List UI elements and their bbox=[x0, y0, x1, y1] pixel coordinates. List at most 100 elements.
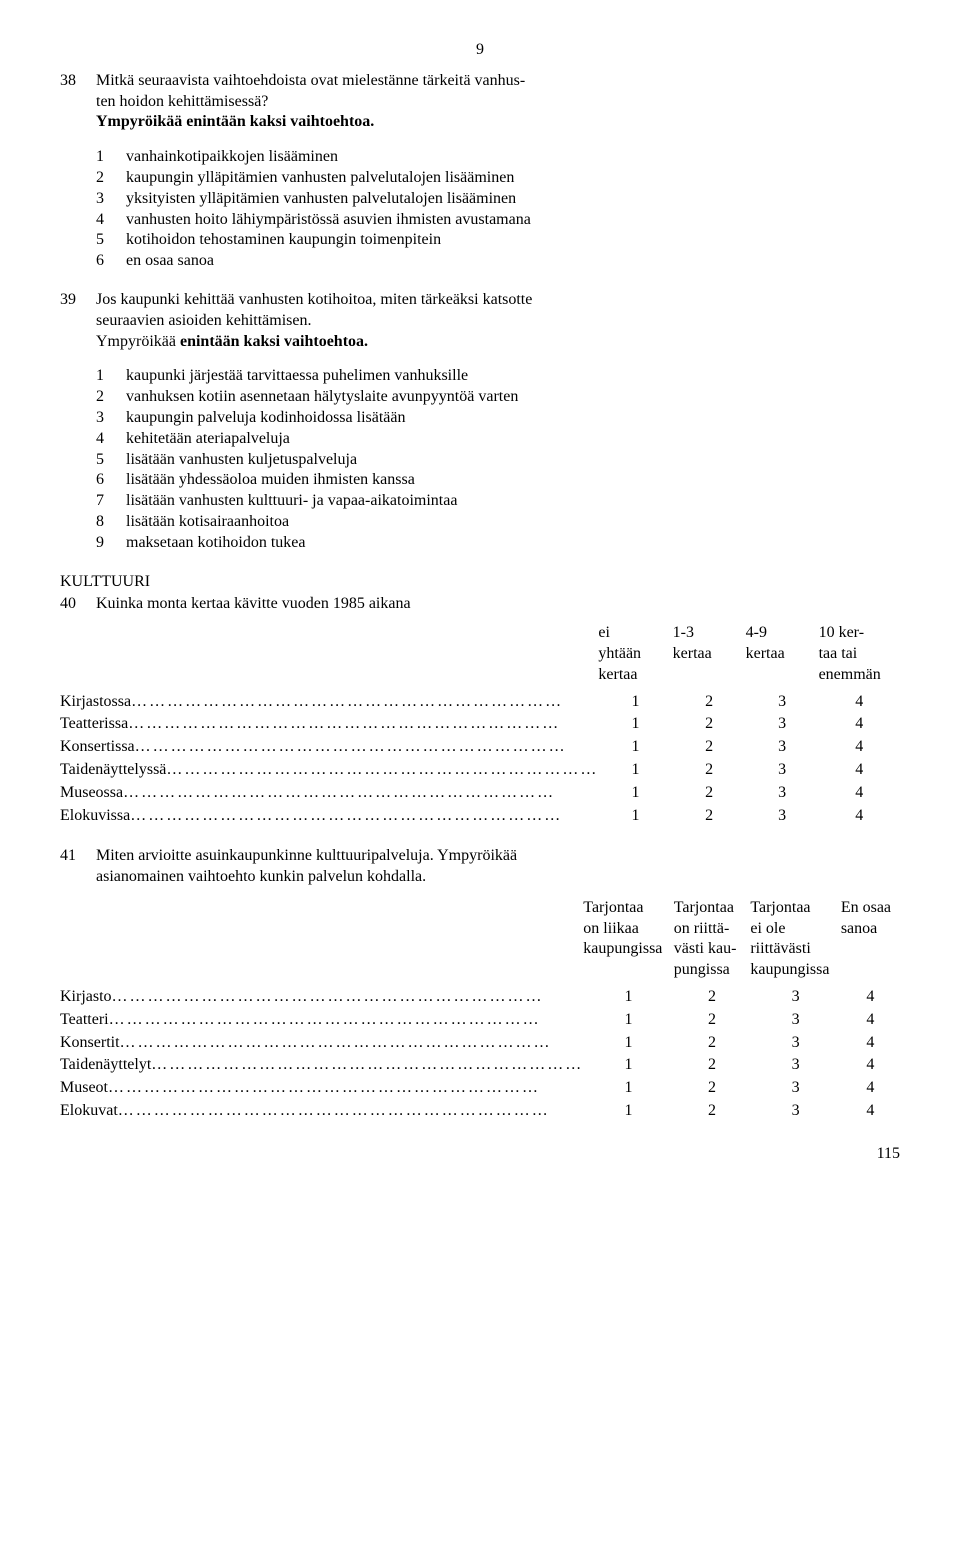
q41-line1: Miten arvioitte asuinkaupunkinne kulttuu… bbox=[96, 847, 517, 864]
q39-opt-num: 4 bbox=[96, 429, 126, 450]
dots bbox=[109, 1011, 541, 1028]
table-row: Teatterissa 1 2 3 4 bbox=[60, 714, 900, 737]
q39-text: Jos kaupunki kehittää vanhusten kotihoit… bbox=[96, 290, 900, 352]
q41-cell: 1 bbox=[583, 1010, 673, 1033]
q41-hdr-blank bbox=[60, 898, 583, 987]
q40-cell: 1 bbox=[598, 714, 672, 737]
q41-hdr-3: Tarjontaaei oleriittävästikaupungissa bbox=[750, 898, 840, 987]
q38-number: 38 bbox=[60, 71, 96, 133]
table-row: Elokuvissa 1 2 3 4 bbox=[60, 806, 900, 829]
q38-opt-num: 6 bbox=[96, 251, 126, 272]
q40-cell: 4 bbox=[819, 692, 900, 715]
q41-row-label: Museot bbox=[60, 1079, 108, 1096]
q41-cell: 2 bbox=[674, 1078, 751, 1101]
dots bbox=[135, 738, 567, 755]
table-row: Taidenäyttelyssä 1 2 3 4 bbox=[60, 760, 900, 783]
q39-opt-text: kaupungin palveluja kodinhoidossa lisätä… bbox=[126, 408, 406, 429]
q39-opt-text: kaupunki järjestää tarvittaessa puhelime… bbox=[126, 366, 468, 387]
q40-cell: 1 bbox=[598, 737, 672, 760]
q40-row-label: Teatterissa bbox=[60, 715, 128, 732]
q41-cell: 1 bbox=[583, 1101, 673, 1124]
q39-opt-text: lisätään kotisairaanhoitoa bbox=[126, 512, 289, 533]
q41-cell: 3 bbox=[750, 1010, 840, 1033]
footer-page-number: 115 bbox=[60, 1144, 900, 1165]
q40-cell: 1 bbox=[598, 692, 672, 715]
q39-opt-num: 8 bbox=[96, 512, 126, 533]
q39-opt-text: maksetaan kotihoidon tukea bbox=[126, 533, 306, 554]
q38-opt-num: 3 bbox=[96, 189, 126, 210]
q39-opt-num: 5 bbox=[96, 450, 126, 471]
q41-cell: 2 bbox=[674, 1101, 751, 1124]
q38-line1: Mitkä seuraavista vaihtoehdoista ovat mi… bbox=[96, 72, 525, 89]
q41-row-label: Teatteri bbox=[60, 1011, 109, 1028]
q41-hdr-2: Tarjontaaon riittä-västi kau-pungissa bbox=[674, 898, 751, 987]
q41-cell: 1 bbox=[583, 987, 673, 1010]
q41-cell: 1 bbox=[583, 1055, 673, 1078]
q41-cell: 4 bbox=[841, 1101, 900, 1124]
q41-hdr-1: Tarjontaaon liikaakaupungissa bbox=[583, 898, 673, 987]
q41-table: Tarjontaaon liikaakaupungissa Tarjontaao… bbox=[60, 898, 900, 1124]
q40-cell: 3 bbox=[746, 760, 819, 783]
q39-opt-num: 9 bbox=[96, 533, 126, 554]
q40-hdr-blank bbox=[60, 623, 598, 691]
q39-opt-text: lisätään vanhusten kuljetuspalveluja bbox=[126, 450, 357, 471]
q38-opt-num: 2 bbox=[96, 168, 126, 189]
q40-cell: 4 bbox=[819, 783, 900, 806]
q41-cell: 4 bbox=[841, 1078, 900, 1101]
q41-text: Miten arvioitte asuinkaupunkinne kulttuu… bbox=[96, 846, 900, 888]
dots bbox=[123, 784, 555, 801]
q40-cell: 3 bbox=[746, 806, 819, 829]
q38-line2: ten hoidon kehittämisessä? bbox=[96, 93, 268, 110]
q39-opt-text: kehitetään ateriapalveluja bbox=[126, 429, 290, 450]
q40-text: Kuinka monta kertaa kävitte vuoden 1985 … bbox=[96, 594, 900, 615]
q41-hdr-4: En osaasanoa bbox=[841, 898, 900, 987]
q38-opt-num: 4 bbox=[96, 210, 126, 231]
q41-cell: 3 bbox=[750, 1078, 840, 1101]
q40-cell: 1 bbox=[598, 760, 672, 783]
q40-cell: 2 bbox=[673, 783, 746, 806]
table-row: Elokuvat 1 2 3 4 bbox=[60, 1101, 900, 1124]
q39-opt-text: lisätään yhdessäoloa muiden ihmisten kan… bbox=[126, 470, 415, 491]
q39-line2: seuraavien asioiden kehittämisen. bbox=[96, 312, 311, 329]
q40-cell: 3 bbox=[746, 737, 819, 760]
dots bbox=[118, 1102, 550, 1119]
q38-text: Mitkä seuraavista vaihtoehdoista ovat mi… bbox=[96, 71, 900, 133]
q39-line1: Jos kaupunki kehittää vanhusten kotihoit… bbox=[96, 291, 532, 308]
q40-cell: 4 bbox=[819, 806, 900, 829]
table-row: Taidenäyttelyt 1 2 3 4 bbox=[60, 1055, 900, 1078]
q41-cell: 1 bbox=[583, 1078, 673, 1101]
q41-cell: 1 bbox=[583, 1033, 673, 1056]
q38-opt-text: vanhainkotipaikkojen lisääminen bbox=[126, 147, 338, 168]
q40-cell: 2 bbox=[673, 714, 746, 737]
q41-cell: 3 bbox=[750, 1033, 840, 1056]
q38-opt-text: en osaa sanoa bbox=[126, 251, 214, 272]
q41-number: 41 bbox=[60, 846, 96, 888]
q40-table: eiyhtäänkertaa 1-3kertaa 4-9kertaa 10 ke… bbox=[60, 623, 900, 828]
q41-row-label: Konsertit bbox=[60, 1034, 120, 1051]
dots bbox=[130, 807, 562, 824]
q40-cell: 3 bbox=[746, 692, 819, 715]
q40-number: 40 bbox=[60, 594, 96, 615]
table-row: Teatteri 1 2 3 4 bbox=[60, 1010, 900, 1033]
q39-instruction-prefix: Ympyröikää bbox=[96, 333, 180, 350]
dots bbox=[166, 761, 598, 778]
q41-cell: 4 bbox=[841, 1010, 900, 1033]
q40-row-label: Museossa bbox=[60, 784, 123, 801]
q41-row-label: Kirjasto bbox=[60, 988, 112, 1005]
question-39: 39 Jos kaupunki kehittää vanhusten kotih… bbox=[60, 290, 900, 352]
q38-opt-num: 1 bbox=[96, 147, 126, 168]
q41-cell: 3 bbox=[750, 1055, 840, 1078]
q40-hdr-2: 1-3kertaa bbox=[673, 623, 746, 691]
q40-cell: 1 bbox=[598, 783, 672, 806]
q40-row-label: Elokuvissa bbox=[60, 807, 130, 824]
q41-row-label: Taidenäyttelyt bbox=[60, 1056, 151, 1073]
q40-hdr-4: 10 ker-taa taienemmän bbox=[819, 623, 900, 691]
q40-row-label: Kirjastossa bbox=[60, 693, 131, 710]
q41-cell: 2 bbox=[674, 987, 751, 1010]
q41-cell: 2 bbox=[674, 1033, 751, 1056]
q39-opt-text: vanhuksen kotiin asennetaan hälytyslaite… bbox=[126, 387, 518, 408]
q40-cell: 2 bbox=[673, 737, 746, 760]
q41-row-label: Elokuvat bbox=[60, 1102, 118, 1119]
table-row: Museossa 1 2 3 4 bbox=[60, 783, 900, 806]
q38-options: 1vanhainkotipaikkojen lisääminen 2kaupun… bbox=[96, 147, 900, 272]
